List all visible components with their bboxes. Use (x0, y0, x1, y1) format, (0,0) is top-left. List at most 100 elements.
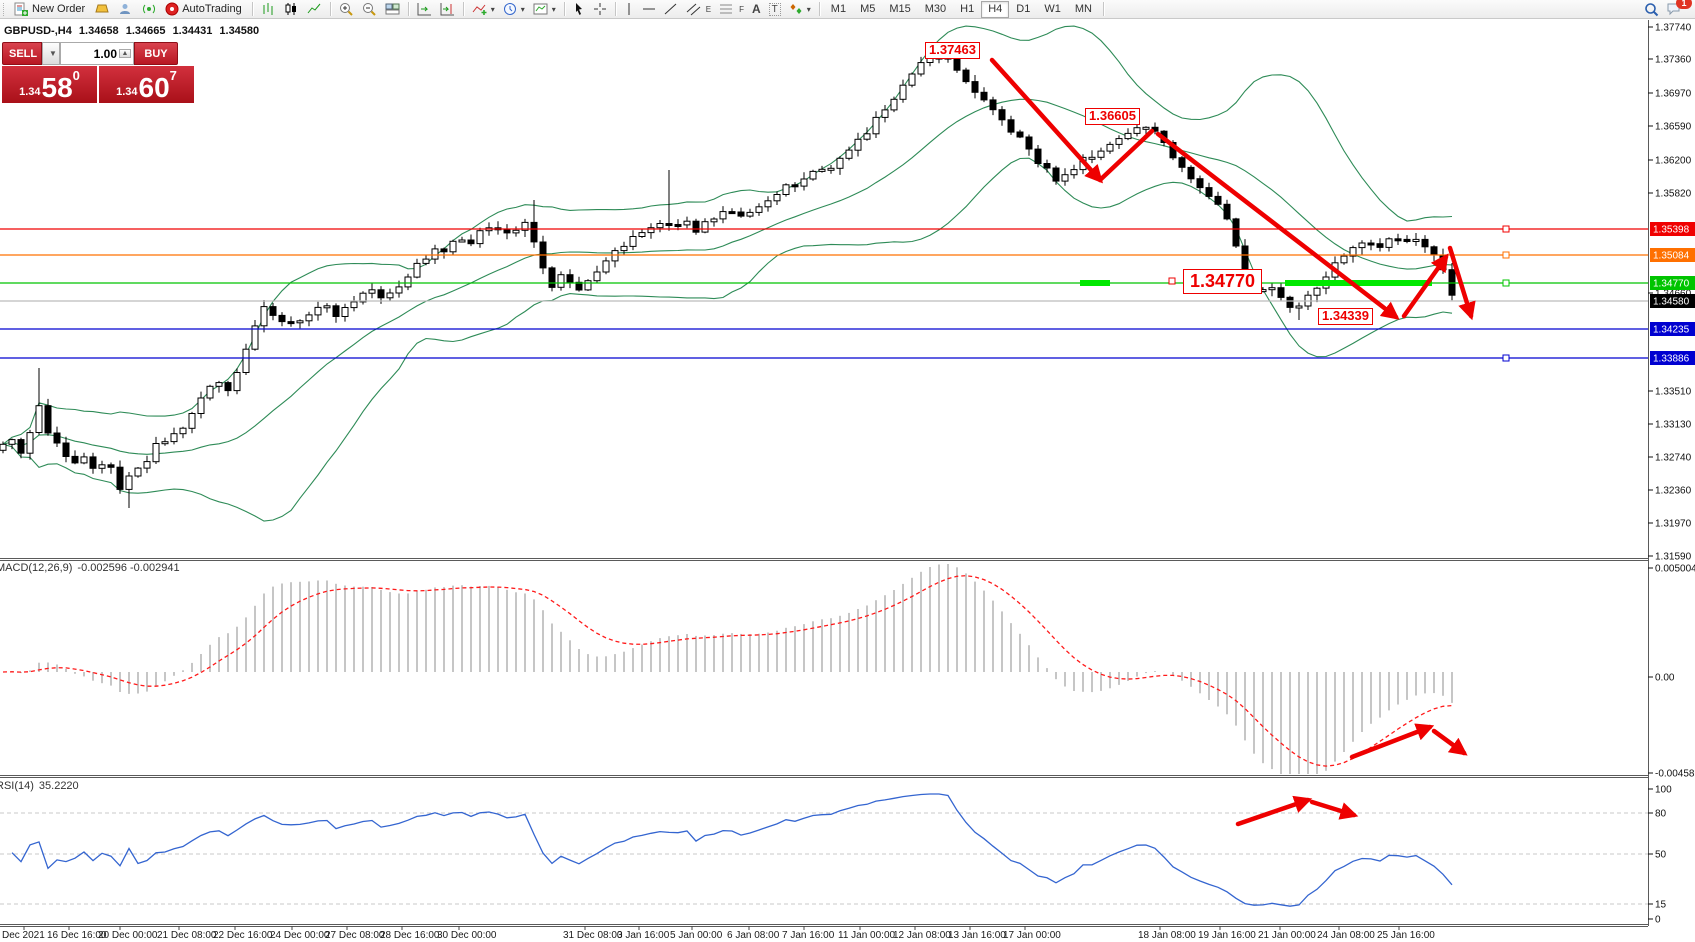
annotation-arrows (989, 57, 1476, 827)
label-tool-button[interactable]: T (765, 0, 785, 19)
gold-button[interactable] (91, 0, 114, 19)
channel-letter: E (705, 4, 712, 14)
fibonacci-icon (720, 4, 733, 14)
channel-tool-button[interactable]: E (682, 0, 715, 19)
periods-menu-button[interactable]: ▾ (499, 0, 529, 19)
volume-input[interactable] (61, 46, 119, 61)
notifications-button[interactable]: 1 (1663, 0, 1692, 19)
tile-windows-icon (385, 3, 400, 15)
zoom-out-button[interactable] (358, 0, 381, 19)
svg-text:1.36970: 1.36970 (1655, 89, 1692, 100)
text-tool-icon: A (752, 2, 761, 16)
label-tool-icon: T (768, 2, 781, 16)
shapes-icon (790, 4, 802, 14)
svg-text:1.35084: 1.35084 (1653, 251, 1690, 262)
tab-timeframe-d1[interactable]: D1 (1016, 2, 1031, 15)
chart-ohlc-header: GBPUSD-,H4 1.34658 1.34665 1.34431 1.345… (4, 25, 263, 37)
candles (0, 51, 1456, 508)
rsi-indicator-label: RSI(14) 35.2220 (0, 780, 84, 792)
svg-text:1.36200: 1.36200 (1655, 156, 1692, 167)
templates-menu-button[interactable]: ▾ (529, 0, 560, 19)
svg-text:21 Jan 00:00: 21 Jan 00:00 (1258, 930, 1316, 941)
clock-icon (503, 3, 516, 15)
candle-mode-button[interactable] (280, 0, 303, 19)
chart-shift-button[interactable] (436, 0, 459, 19)
svg-text:0: 0 (1655, 915, 1661, 926)
indicators-menu-button[interactable]: ▾ (468, 0, 499, 19)
sell-price-button[interactable]: 1.34 58 0 (2, 66, 97, 103)
bar-chart-icon (263, 3, 273, 15)
vertical-line-tool-button[interactable] (620, 0, 638, 19)
volume-dropdown-button[interactable]: ▼ (42, 42, 60, 65)
chart-canvas[interactable]: 1.37740 1.37360 1.36970 1.36590 1.36200 1.358… (0, 20, 1695, 942)
svg-text:1.34580: 1.34580 (1653, 297, 1690, 308)
annotation-swing-high[interactable]: 1.37463 (925, 42, 980, 59)
notification-badge: 1 (1676, 0, 1692, 9)
tab-timeframe-m15[interactable]: M15 (889, 2, 911, 15)
svg-text:20 Dec 00:00: 20 Dec 00:00 (98, 930, 158, 941)
line-chart-icon (307, 3, 321, 14)
svg-text:24 Jan 08:00: 24 Jan 08:00 (1317, 930, 1375, 941)
tab-timeframe-mn[interactable]: MN (1074, 2, 1092, 15)
candlestick-icon (285, 3, 296, 15)
tab-timeframe-m30[interactable]: M30 (924, 2, 947, 15)
bar-chart-mode-button[interactable] (257, 0, 280, 19)
svg-text:1.31590: 1.31590 (1655, 552, 1692, 563)
buy-price-button[interactable]: 1.34 60 7 (99, 66, 194, 103)
annotation-level[interactable]: 1.34770 (1183, 269, 1263, 294)
zoom-in-button[interactable] (335, 0, 358, 19)
trendline-tool-button[interactable] (660, 0, 682, 19)
volume-stepper[interactable]: ▲ (119, 49, 131, 58)
crosshair-icon (593, 3, 606, 15)
news-button[interactable] (137, 0, 161, 19)
rsi-value: 35.2220 (38, 780, 79, 792)
rsi-plot (11, 793, 1453, 907)
fibonacci-tool-button[interactable]: F (715, 0, 748, 19)
sell-button[interactable]: SELL (2, 42, 42, 65)
tile-windows-button[interactable] (381, 0, 404, 19)
buy-button[interactable]: BUY (134, 42, 178, 65)
search-button[interactable] (1640, 0, 1663, 19)
annotation-swing-low[interactable]: 1.34339 (1318, 308, 1373, 325)
new-order-button[interactable]: New Order (10, 0, 91, 19)
svg-text:15: 15 (1655, 900, 1667, 911)
tab-timeframe-h1[interactable]: H1 (960, 2, 975, 15)
tab-timeframe-h4[interactable]: H4 (981, 0, 1010, 18)
toolbar-grip (3, 2, 7, 16)
add-indicator-icon (472, 4, 487, 15)
bar-low: 1.34431 (172, 25, 213, 37)
autotrading-button[interactable]: AutoTrading (161, 0, 248, 19)
svg-text:27 Dec 08:00: 27 Dec 08:00 (325, 930, 385, 941)
macd-name: MACD(12,26,9) (0, 562, 73, 574)
line-mode-button[interactable] (303, 0, 326, 19)
person-icon (120, 4, 131, 14)
svg-text:1.34235: 1.34235 (1653, 325, 1690, 336)
horizontal-line-icon (642, 8, 655, 10)
separator (818, 2, 820, 16)
rsi-name: RSI(14) (0, 780, 34, 792)
autotrading-status-icon (165, 2, 179, 16)
separator (407, 2, 409, 16)
svg-text:16 Dec 16:00: 16 Dec 16:00 (47, 930, 107, 941)
auto-scroll-button[interactable] (413, 0, 436, 19)
chevron-down-icon: ▾ (806, 4, 811, 14)
tab-timeframe-w1[interactable]: W1 (1044, 2, 1061, 15)
bar-open: 1.34658 (78, 25, 119, 37)
separator (251, 2, 253, 16)
svg-text:17 Jan 00:00: 17 Jan 00:00 (1003, 930, 1061, 941)
svg-text:1.33886: 1.33886 (1653, 354, 1690, 365)
crosshair-tool-button[interactable] (589, 0, 611, 19)
svg-text:7 Jan 16:00: 7 Jan 16:00 (782, 930, 835, 941)
annotation-lower-high[interactable]: 1.36605 (1085, 108, 1140, 125)
separator (563, 2, 565, 16)
tab-timeframe-m5[interactable]: M5 (860, 2, 876, 15)
cursor-tool-button[interactable] (569, 0, 589, 19)
horizontal-line-tool-button[interactable] (638, 0, 660, 19)
svg-text:6 Jan 08:00: 6 Jan 08:00 (727, 930, 780, 941)
community-button[interactable] (114, 0, 137, 19)
one-click-trading-panel: SELL ▼ ▲ BUY 1.34 58 0 1.34 60 7 (2, 42, 198, 103)
tab-timeframe-m1[interactable]: M1 (830, 2, 847, 15)
arrows-tool-button[interactable]: ▾ (785, 0, 815, 19)
text-tool-button[interactable]: A (748, 0, 765, 19)
